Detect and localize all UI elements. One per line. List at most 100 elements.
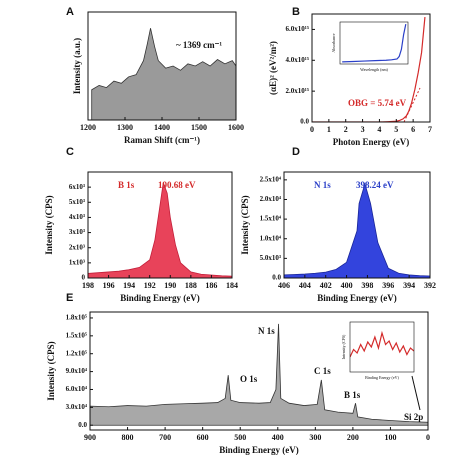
y-tick-label: 4.0x10¹⁵ xyxy=(286,56,309,64)
x-tick-label: 406 xyxy=(278,281,290,290)
y-tick-label: 1.5x10⁵ xyxy=(66,331,87,339)
plot xyxy=(342,23,407,63)
x-tick-label: 404 xyxy=(299,281,311,290)
annotation: Si 2p xyxy=(404,412,423,422)
x-tick-label: 200 xyxy=(347,433,359,442)
annotation: 398.24 eV xyxy=(356,180,394,190)
x-tick-label: 5 xyxy=(394,125,398,134)
x-tick-label: 4 xyxy=(377,125,381,134)
annotation: OBG = 5.74 eV xyxy=(348,98,407,108)
x-tick-label: 1300 xyxy=(117,123,133,132)
y-tick-label: 6.0x10⁴ xyxy=(66,385,88,393)
panel-label: B xyxy=(292,6,300,18)
x-axis-label: Binding Energy (eV) xyxy=(365,375,399,380)
area xyxy=(88,182,232,278)
x-tick-label: 7 xyxy=(428,125,432,134)
x-tick-label: 400 xyxy=(272,433,284,442)
y-tick-label: 0 xyxy=(82,274,86,282)
y-tick-label: 0.0 xyxy=(300,118,309,126)
x-tick-label: 0 xyxy=(426,433,430,442)
x-tick-label: 400 xyxy=(341,281,353,290)
x-tick-label: 6 xyxy=(411,125,415,134)
annotation: O 1s xyxy=(240,374,258,384)
y-axis-label: Intensity (CPS) xyxy=(240,195,250,254)
plot-frame xyxy=(283,171,431,279)
x-axis-label: Binding Energy (eV) xyxy=(317,293,397,303)
x-tick-label: 800 xyxy=(122,433,134,442)
y-axis-label: Intensity (CPS) xyxy=(44,195,54,254)
x-tick-label: 0 xyxy=(310,125,314,134)
y-tick-label: 6x10³ xyxy=(69,183,85,191)
x-tick-label: 392 xyxy=(424,281,436,290)
plot-frame xyxy=(339,21,409,65)
area xyxy=(91,28,236,120)
line xyxy=(312,17,426,122)
plot-frame xyxy=(89,311,429,431)
plot xyxy=(91,28,236,120)
x-tick-label: 394 xyxy=(403,281,415,290)
y-tick-label: 1.5x10⁴ xyxy=(260,215,282,223)
y-axis-label: Intensity (a.u.) xyxy=(72,38,82,94)
x-tick-label: 500 xyxy=(234,433,246,442)
x-tick-label: 192 xyxy=(144,281,156,290)
x-tick-label: 398 xyxy=(361,281,373,290)
annotation: C 1s xyxy=(314,366,331,376)
x-tick-label: 198 xyxy=(82,281,94,290)
y-tick-label: 9.0x10⁴ xyxy=(66,367,88,375)
x-axis-label: Wavelength (nm) xyxy=(360,67,388,72)
y-tick-label: 3.0x10⁴ xyxy=(66,403,88,411)
y-axis-label: Intensity (CPS) xyxy=(46,341,56,400)
x-tick-label: 1500 xyxy=(191,123,207,132)
y-tick-label: 5x10³ xyxy=(69,198,85,206)
x-axis-label: Binding Energy (eV) xyxy=(219,445,299,455)
x-tick-label: 184 xyxy=(226,281,238,290)
annotation: N 1s xyxy=(314,180,331,190)
x-axis-label: Raman Shift (cm⁻¹) xyxy=(124,135,200,145)
line xyxy=(350,330,414,358)
area xyxy=(284,182,430,278)
inset-background xyxy=(340,22,408,64)
plot-frame xyxy=(349,321,415,373)
x-tick-label: 1200 xyxy=(80,123,96,132)
y-tick-label: 3x10³ xyxy=(69,228,85,236)
annotation: B 1s xyxy=(344,390,361,400)
x-tick-label: 396 xyxy=(382,281,394,290)
plot-frame xyxy=(311,13,431,123)
x-tick-label: 190 xyxy=(164,281,176,290)
y-tick-label: 2.0x10¹⁵ xyxy=(286,87,309,95)
y-tick-label: 5.0x10³ xyxy=(260,254,281,262)
y-tick-label: 1.0x10⁴ xyxy=(260,234,282,242)
x-tick-label: 402 xyxy=(320,281,332,290)
y-axis-label: Absorbance xyxy=(331,33,336,52)
panel-label: C xyxy=(66,146,74,158)
x-tick-label: 700 xyxy=(159,433,171,442)
x-tick-label: 1400 xyxy=(154,123,170,132)
plot xyxy=(90,323,428,426)
inset-arrow xyxy=(411,375,421,411)
x-axis-label: Photon Energy (eV) xyxy=(333,137,410,147)
y-tick-label: 4x10³ xyxy=(69,213,85,221)
y-axis-label: Intensity (CPS) xyxy=(341,334,346,359)
panel-label: E xyxy=(66,292,73,304)
panel-label: A xyxy=(66,6,74,18)
x-tick-label: 194 xyxy=(123,281,135,290)
x-tick-label: 186 xyxy=(205,281,217,290)
x-tick-label: 100 xyxy=(384,433,396,442)
y-tick-label: 2.5x10⁴ xyxy=(260,175,282,183)
y-tick-label: 1.8x10⁵ xyxy=(66,314,87,322)
panel-label: D xyxy=(292,146,300,158)
x-tick-label: 188 xyxy=(185,281,197,290)
x-axis-label: Binding Energy (eV) xyxy=(120,293,200,303)
y-tick-label: 0.0 xyxy=(272,274,281,282)
x-tick-label: 2 xyxy=(344,125,348,134)
x-tick-label: 1600 xyxy=(228,123,244,132)
y-tick-label: 2.0x10⁴ xyxy=(260,195,282,203)
x-tick-label: 900 xyxy=(84,433,96,442)
area xyxy=(90,323,428,426)
plot xyxy=(88,182,232,278)
plot-frame xyxy=(87,171,233,279)
y-tick-label: 1x10³ xyxy=(69,258,85,266)
plot xyxy=(350,330,414,358)
